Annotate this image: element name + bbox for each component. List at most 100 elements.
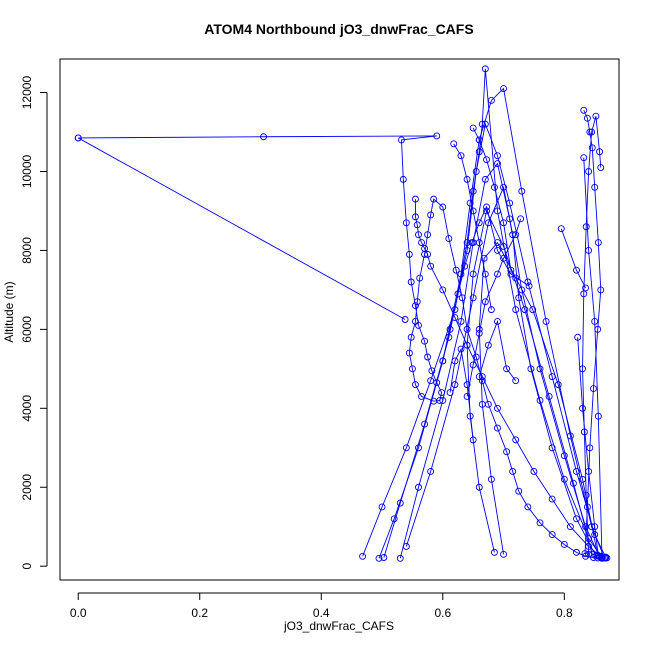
- series-2: [74, 134, 409, 323]
- data-point: [415, 483, 422, 491]
- data-point: [518, 286, 526, 294]
- data-point: [452, 266, 460, 274]
- data-point: [469, 436, 477, 444]
- data-point: [375, 554, 383, 562]
- series-line: [399, 162, 600, 559]
- data-point: [494, 424, 501, 432]
- data-point: [582, 223, 590, 231]
- data-point: [74, 134, 82, 142]
- plot-frame: [59, 58, 620, 581]
- series-12: [580, 106, 605, 558]
- series-19: [450, 140, 495, 314]
- data-point: [500, 219, 507, 227]
- series-line: [583, 157, 603, 559]
- data-point: [512, 306, 520, 314]
- data-point: [402, 543, 410, 550]
- data-point: [500, 550, 507, 558]
- data-point: [260, 133, 267, 141]
- data-point: [487, 96, 495, 104]
- x-axis: 0.0 0.2 0.4 0.6 0.8: [70, 592, 573, 620]
- data-point: [421, 420, 429, 428]
- y-tick-label: 6000: [20, 316, 34, 343]
- data-point: [542, 318, 550, 325]
- data-point: [439, 357, 447, 365]
- data-point: [469, 207, 477, 215]
- data-point: [548, 495, 556, 503]
- data-point: [483, 203, 490, 211]
- data-point: [469, 361, 477, 369]
- data-point: [415, 231, 422, 239]
- series-9: [463, 207, 596, 558]
- data-point: [494, 404, 501, 412]
- data-point: [573, 548, 580, 556]
- data-point: [481, 270, 489, 278]
- data-point: [463, 393, 471, 400]
- data-point: [594, 239, 602, 246]
- data-point: [454, 290, 462, 298]
- series-line: [415, 199, 606, 559]
- data-point: [469, 270, 477, 278]
- data-point: [450, 140, 458, 148]
- data-point: [469, 294, 477, 302]
- data-point: [475, 329, 483, 337]
- y-tick-label: 12000: [20, 76, 34, 110]
- data-point: [424, 231, 432, 239]
- data-point: [427, 377, 435, 385]
- data-point: [472, 168, 480, 175]
- data-point: [421, 244, 429, 252]
- series-line: [478, 241, 599, 556]
- data-point: [512, 377, 520, 385]
- chart-title: ATOM4 Northbound jO3_dnwFrac_CAFS: [204, 21, 473, 37]
- series-1: [74, 132, 611, 562]
- data-point: [583, 503, 591, 511]
- data-point: [566, 523, 574, 531]
- series-18: [475, 318, 520, 385]
- x-tick-label: 0.4: [313, 606, 330, 620]
- data-point: [518, 187, 526, 195]
- series-16: [463, 215, 525, 400]
- data-point: [586, 128, 594, 136]
- data-point: [463, 175, 471, 183]
- data-point: [569, 479, 577, 487]
- data-point: [494, 239, 501, 246]
- data-point: [412, 302, 419, 310]
- data-point: [433, 132, 441, 140]
- data-point: [475, 136, 483, 144]
- series-8: [402, 183, 600, 560]
- data-point: [439, 286, 447, 294]
- data-point: [500, 183, 507, 191]
- series-line: [449, 347, 474, 440]
- x-tick-label: 0.6: [434, 606, 451, 620]
- data-point: [446, 325, 454, 333]
- data-point: [573, 515, 580, 523]
- y-tick-label: 10000: [20, 154, 34, 188]
- data-point: [591, 531, 599, 539]
- series-line: [362, 68, 603, 558]
- series-7: [396, 160, 604, 562]
- data-point: [490, 183, 498, 191]
- data-point: [588, 550, 596, 558]
- data-point: [536, 519, 544, 527]
- y-tick-label: 2000: [20, 474, 34, 501]
- data-point: [583, 114, 591, 122]
- data-point: [573, 468, 580, 475]
- data-point: [509, 468, 517, 475]
- data-point: [481, 298, 489, 306]
- data-point: [481, 175, 489, 183]
- data-point: [483, 156, 490, 164]
- data-point: [596, 148, 604, 156]
- series-20: [469, 124, 515, 274]
- series-line: [453, 143, 492, 310]
- data-point: [396, 554, 404, 562]
- y-tick-label: 8000: [20, 237, 34, 264]
- data-point: [463, 246, 471, 254]
- data-point: [512, 231, 520, 239]
- data-point: [598, 554, 606, 562]
- data-point: [446, 389, 454, 396]
- data-point: [494, 318, 501, 325]
- data-point: [405, 349, 413, 357]
- data-point: [451, 381, 459, 389]
- series-14: [557, 225, 590, 292]
- data-point: [557, 225, 565, 233]
- data-point: [500, 85, 507, 93]
